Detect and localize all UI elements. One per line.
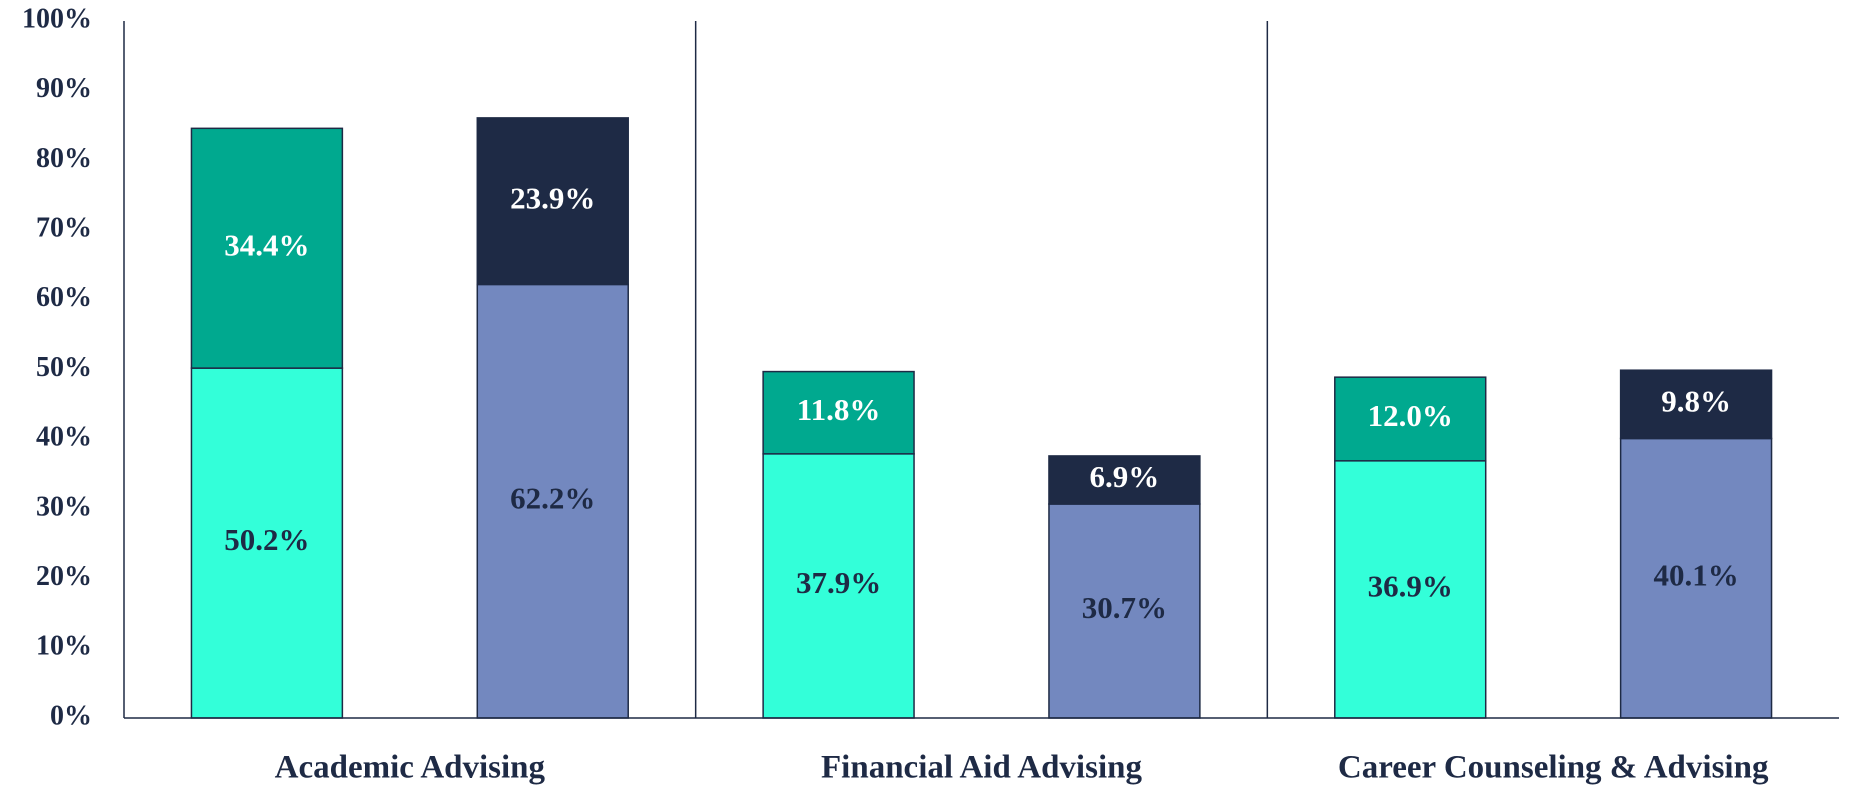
data-label: 34.4%: [224, 227, 309, 262]
x-tick-label: Career Counseling & Advising: [1338, 750, 1769, 786]
y-tick-label: 100%: [22, 3, 92, 34]
bar-segment: [1048, 455, 1201, 505]
bar-segment: [190, 367, 344, 719]
y-tick-label: 60%: [36, 282, 92, 313]
bar-segment: [1619, 369, 1773, 440]
data-label: 30.7%: [1082, 590, 1167, 625]
y-tick-label: 30%: [36, 491, 92, 522]
data-label: 37.9%: [796, 565, 881, 600]
data-label: 40.1%: [1653, 557, 1738, 592]
data-label: 36.9%: [1368, 569, 1453, 604]
y-tick-label: 20%: [36, 561, 92, 592]
bar-segment: [762, 370, 915, 455]
bar-segment: [476, 283, 629, 719]
y-tick-label: 10%: [36, 631, 92, 662]
bar-segment: [1334, 376, 1487, 462]
data-label: 50.2%: [224, 522, 309, 557]
data-label: 11.8%: [797, 392, 881, 427]
data-label: 9.8%: [1661, 383, 1731, 418]
bar-segment: [1048, 503, 1201, 719]
y-tick-label: 70%: [36, 213, 92, 244]
y-tick-label: 0%: [50, 700, 92, 731]
x-tick-label: Financial Aid Advising: [821, 750, 1142, 786]
x-tick-label: Academic Advising: [275, 750, 546, 786]
bar-segment: [476, 117, 629, 286]
data-label: 23.9%: [510, 180, 595, 215]
data-label: 62.2%: [510, 480, 595, 515]
y-tick-label: 80%: [36, 143, 92, 174]
data-label: 12.0%: [1368, 398, 1453, 433]
bar-segment: [190, 127, 344, 369]
y-tick-label: 40%: [36, 422, 92, 453]
bar-segment: [1334, 460, 1487, 719]
data-label: 6.9%: [1090, 459, 1160, 494]
y-tick-label: 50%: [36, 352, 92, 383]
y-tick-label: 90%: [36, 73, 92, 104]
